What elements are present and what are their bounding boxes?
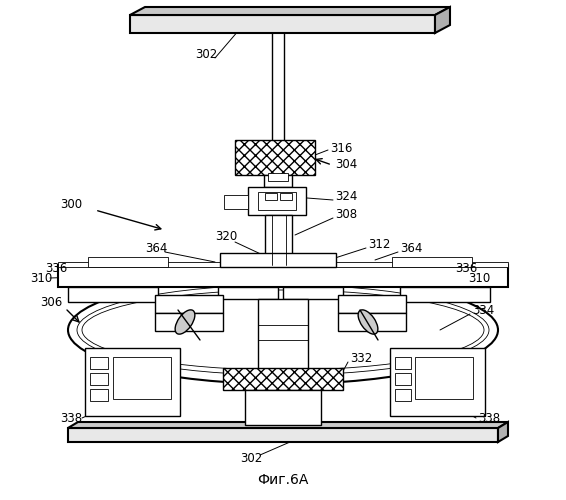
Ellipse shape [175,310,195,334]
Bar [68,287,158,302]
Bar [400,287,490,302]
Text: 364: 364 [145,242,168,254]
Ellipse shape [77,285,489,375]
Text: 304: 304 [335,158,357,172]
Polygon shape [130,7,450,15]
Bar [155,295,223,313]
Ellipse shape [358,310,378,334]
Bar [68,428,498,442]
Bar [58,265,508,287]
Bar [392,257,472,267]
Bar [90,389,108,401]
Ellipse shape [68,276,498,384]
Bar [248,187,306,215]
Text: 300: 300 [60,198,82,211]
Text: 338: 338 [478,412,500,424]
Bar [280,193,292,200]
Bar [223,368,343,390]
Text: 338: 338 [60,412,82,424]
Polygon shape [435,7,450,33]
Text: 324: 324 [335,190,357,203]
Bar [245,390,321,425]
Bar [218,287,278,299]
Text: 364: 364 [400,242,422,254]
Text: 308: 308 [335,208,357,222]
Bar [113,357,171,399]
Polygon shape [498,422,508,442]
Bar [130,15,435,33]
Ellipse shape [82,290,484,370]
Bar [235,140,315,175]
Bar [415,357,473,399]
Bar [258,192,296,210]
Bar [338,313,406,331]
Text: 302: 302 [195,48,217,62]
Text: 310: 310 [30,272,52,284]
Text: 312: 312 [368,238,391,252]
Bar [90,373,108,385]
Text: 336: 336 [45,262,67,274]
Bar [58,262,508,267]
Text: 320: 320 [215,230,237,243]
Bar [224,195,248,209]
Polygon shape [68,422,508,428]
Text: 336: 336 [455,262,477,274]
Text: Фиг.6А: Фиг.6А [258,473,308,487]
Bar [220,253,336,267]
Text: 302: 302 [240,452,262,464]
Bar [395,357,411,369]
Bar [265,215,292,265]
Bar [264,175,292,187]
Bar [90,357,108,369]
Bar [395,373,411,385]
Text: 332: 332 [350,352,372,364]
Text: 334: 334 [472,304,494,316]
Bar [390,348,485,416]
Text: 310: 310 [468,272,490,284]
Bar [258,299,308,385]
Bar [395,389,411,401]
Bar [85,348,180,416]
Bar [155,313,223,331]
Bar [283,287,343,299]
Text: 306: 306 [40,296,62,308]
Bar [88,257,168,267]
Text: 316: 316 [330,142,353,154]
Bar [265,193,277,200]
Bar [338,295,406,313]
Bar [268,173,288,181]
